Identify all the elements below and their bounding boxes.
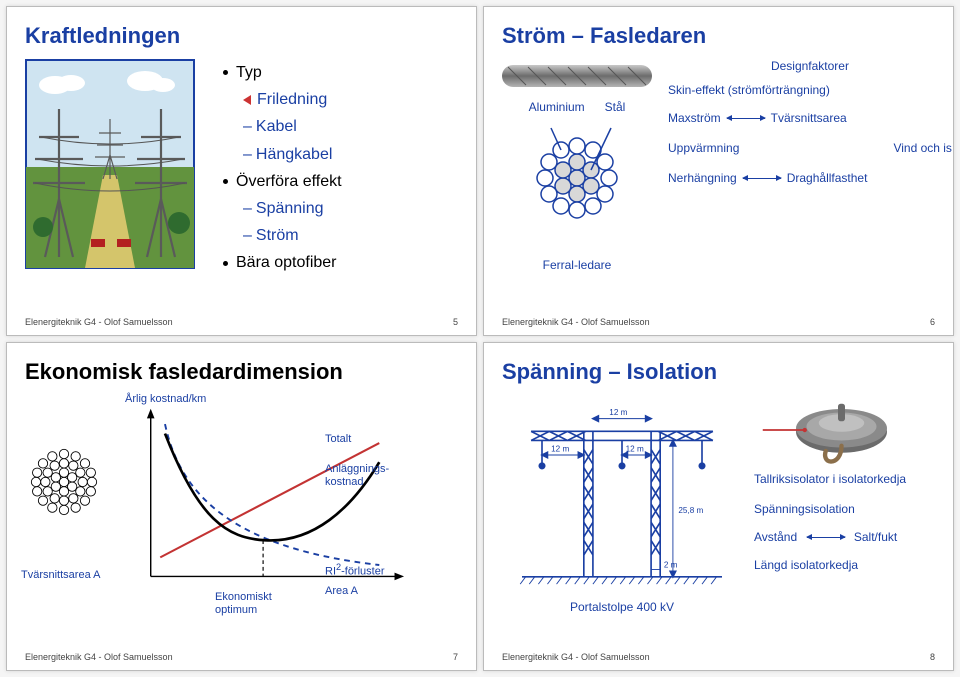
item-hangkabel: Hängkabel [256, 146, 333, 163]
item-friledning: Friledning [257, 91, 327, 108]
svg-text:12 m: 12 m [626, 444, 644, 453]
slide-7: Ekonomisk fasledardimension [6, 342, 477, 672]
slide-6: Ström – Fasledaren [483, 6, 954, 336]
cross-section-big [29, 447, 99, 517]
label-tallriksisolator: Tallriksisolator i isolatorkedja [754, 472, 935, 486]
slide-title: Spänning – Isolation [502, 359, 935, 385]
cross-section-acsr [517, 118, 637, 238]
disc-insulator-illustration [754, 395, 935, 468]
label-totalt: Totalt [325, 433, 351, 445]
label-uppvarm: Uppvärmning [668, 141, 739, 155]
page-number: 5 [453, 317, 458, 327]
slide-8: Spänning – Isolation [483, 342, 954, 672]
slide-5: Kraftledningen [6, 6, 477, 336]
doublearrow-icon [743, 178, 781, 179]
label-stal: Stål [605, 100, 626, 114]
page-number: 7 [453, 652, 458, 662]
page-number: 6 [930, 317, 935, 327]
label-areaA: Area A [325, 585, 358, 597]
overhead-line-illustration [25, 59, 195, 277]
pylon-diagram: 12 m 12 m 12 m 25,8 m 2 m [502, 395, 742, 595]
label-vind: Vind och is [893, 141, 951, 155]
label-spanningsisolation: Spänningsisolation [754, 502, 935, 516]
item-spanning: Spänning [256, 200, 324, 217]
svg-text:12 m: 12 m [551, 444, 569, 453]
label-ri2: RI2-förluster [325, 562, 385, 578]
red-triangle-icon [243, 95, 251, 105]
footer: Elenergiteknik G4 - Olof Samuelsson 8 [502, 652, 935, 662]
label-anlagg2: kostnad [325, 476, 364, 488]
label-designfaktorer: Designfaktorer [668, 59, 952, 73]
label-aluminium: Aluminium [529, 100, 585, 114]
label-saltfukt: Salt/fukt [854, 530, 897, 544]
doublearrow-icon [727, 118, 765, 119]
footer-text: Elenergiteknik G4 - Olof Samuelsson [502, 652, 650, 662]
label-portalstolpe: Portalstolpe 400 kV [502, 600, 742, 614]
item-overfora: Överföra effekt [236, 173, 342, 190]
page-number: 8 [930, 652, 935, 662]
item-kabel: Kabel [256, 118, 297, 135]
label-langdisolator: Längd isolatorkedja [754, 558, 935, 572]
svg-text:25,8 m: 25,8 m [678, 506, 703, 515]
label-ferral: Ferral-ledare [502, 258, 652, 272]
label-avstand: Avstånd [754, 530, 797, 544]
item-typ: Typ [236, 64, 262, 81]
label-maxstrom: Maxström [668, 111, 721, 125]
label-arlig: Årlig kostnad/km [125, 393, 206, 405]
footer: Elenergiteknik G4 - Olof Samuelsson 5 [25, 317, 458, 327]
label-tvarsnittA: Tvärsnittsarea A [21, 569, 100, 581]
label-ekoopt1: Ekonomiskt [215, 591, 272, 603]
doublearrow-icon [807, 537, 845, 538]
slide5-bullets: Typ Friledning –Kabel –Hängkabel Överför… [209, 59, 342, 277]
label-tvarsnitt: Tvärsnittsarea [771, 111, 847, 125]
slide-title: Ström – Fasledaren [502, 23, 935, 49]
label-nerhang: Nerhängning [668, 171, 737, 185]
item-bara: Bära optofiber [236, 254, 337, 271]
svg-text:2 m: 2 m [664, 560, 678, 569]
slide-title: Kraftledningen [25, 23, 458, 49]
footer-text: Elenergiteknik G4 - Olof Samuelsson [25, 652, 173, 662]
label-skin: Skin-effekt (strömförträngning) [668, 83, 952, 97]
footer: Elenergiteknik G4 - Olof Samuelsson 7 [25, 652, 458, 662]
svg-text:12 m: 12 m [609, 408, 627, 417]
label-ekoopt2: optimum [215, 604, 257, 616]
footer-text: Elenergiteknik G4 - Olof Samuelsson [25, 317, 173, 327]
footer: Elenergiteknik G4 - Olof Samuelsson 6 [502, 317, 935, 327]
footer-text: Elenergiteknik G4 - Olof Samuelsson [502, 317, 650, 327]
slide-title: Ekonomisk fasledardimension [25, 359, 458, 385]
item-strom: Ström [256, 227, 299, 244]
cable-icon [502, 59, 652, 93]
label-anlagg1: Anläggnings- [325, 463, 389, 475]
label-draghall: Draghållfasthet [787, 171, 868, 185]
